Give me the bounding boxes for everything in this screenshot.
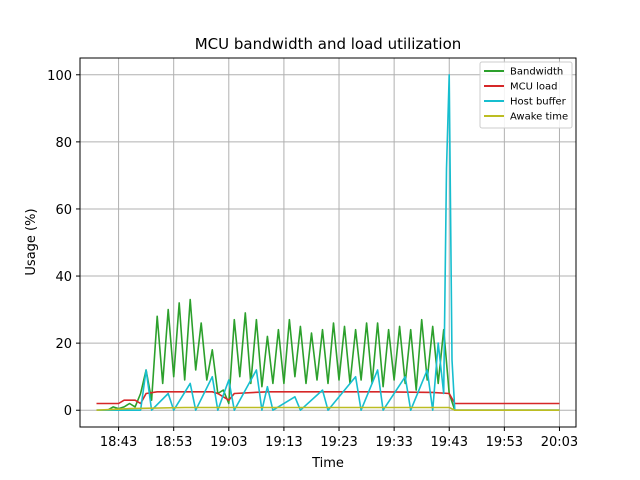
legend-label: Awake time [510,112,568,123]
legend-label: Host buffer [510,97,567,108]
x-tick-label: 18:43 [100,435,137,450]
x-tick-label: 19:23 [320,435,357,450]
x-tick-label: 19:13 [265,435,302,450]
x-tick-label: 19:53 [486,435,523,450]
y-tick-label: 0 [64,404,72,419]
series-line-awake-time [96,406,560,411]
x-tick-label: 20:03 [541,435,578,450]
y-tick-label: 60 [55,203,72,218]
chart-title: MCU bandwidth and load utilization [195,35,462,53]
x-tick-label: 18:53 [155,435,192,450]
x-axis-label: Time [311,456,344,471]
legend-box [479,61,573,129]
series-layer [96,74,560,411]
plot-frame [79,57,577,428]
series-line-host-buffer [96,74,560,411]
y-axis: 0 20 40 60 80 100 [47,69,80,419]
y-tick-label: 40 [55,270,72,285]
y-axis-label: Usage (%) [24,208,39,275]
y-tick-label: 100 [47,69,72,84]
x-tick-label: 19:43 [431,435,468,450]
legend-label: Bandwidth [510,67,563,78]
y-tick-label: 80 [55,136,72,151]
series-line-bandwidth [96,298,560,411]
legend: Bandwidth MCU load Host buffer Awake time [479,61,573,129]
x-tick-label: 19:03 [210,435,247,450]
x-tick-label: 19:33 [375,435,412,450]
legend-label: MCU load [510,82,557,93]
x-axis: 18:43 18:53 19:03 19:13 19:23 19:33 19:43 19:53… [100,427,578,450]
y-tick-label: 20 [55,337,72,352]
